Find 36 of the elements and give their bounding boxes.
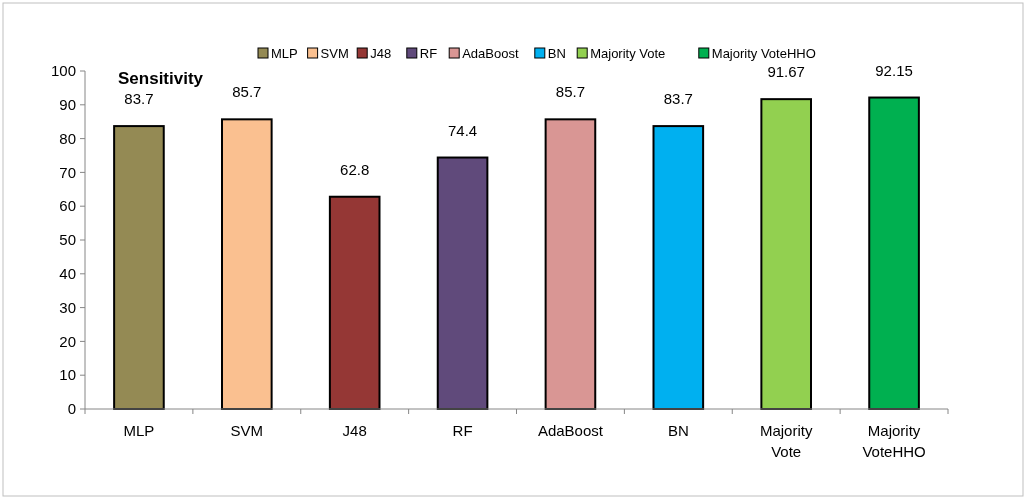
y-tick-label: 50 xyxy=(59,231,76,249)
x-tick-label: BN xyxy=(667,422,689,439)
x-tick-label: MLP xyxy=(123,422,155,439)
chart-title: Sensitivity xyxy=(118,69,204,88)
y-tick-label: 20 xyxy=(59,332,76,350)
x-tick-label: SVM xyxy=(230,422,264,439)
data-label: 92.15 xyxy=(875,61,913,79)
y-tick-label: 30 xyxy=(59,298,76,316)
data-label: 83.7 xyxy=(663,90,693,108)
x-tick-label: AdaBoost xyxy=(537,422,604,439)
data-label: 85.7 xyxy=(555,83,586,101)
legend-label: J48 xyxy=(370,45,392,61)
y-tick-label: 60 xyxy=(59,197,76,215)
legend-label: Majority VoteHHO xyxy=(711,45,816,61)
x-tick-label: Majority VoteHHO xyxy=(862,422,926,460)
data-label: 91.67 xyxy=(767,63,805,81)
y-tick-label: 10 xyxy=(59,366,76,384)
legend-label: BN xyxy=(547,45,566,61)
x-tick-label: Majority Vote xyxy=(759,422,813,460)
y-tick-label: 40 xyxy=(59,265,76,283)
y-tick-label: 90 xyxy=(59,96,76,114)
x-tick-label: J48 xyxy=(342,422,367,439)
legend-label: Majority Vote xyxy=(590,45,666,61)
legend-label: AdaBoost xyxy=(462,45,519,61)
y-tick-label: 100 xyxy=(50,62,76,80)
data-label: 85.7 xyxy=(232,83,262,101)
legend-label: MLP xyxy=(271,45,298,61)
x-tick-label: RF xyxy=(452,422,473,439)
data-label: 83.7 xyxy=(124,90,154,108)
y-tick-label: 80 xyxy=(59,129,76,147)
legend-label: RF xyxy=(419,45,438,61)
legend-label: SVM xyxy=(320,45,349,61)
y-tick-label: 0 xyxy=(67,400,76,418)
y-tick-label: 70 xyxy=(59,163,76,181)
data-label: 62.8 xyxy=(340,160,370,178)
data-label: 74.4 xyxy=(447,121,478,139)
